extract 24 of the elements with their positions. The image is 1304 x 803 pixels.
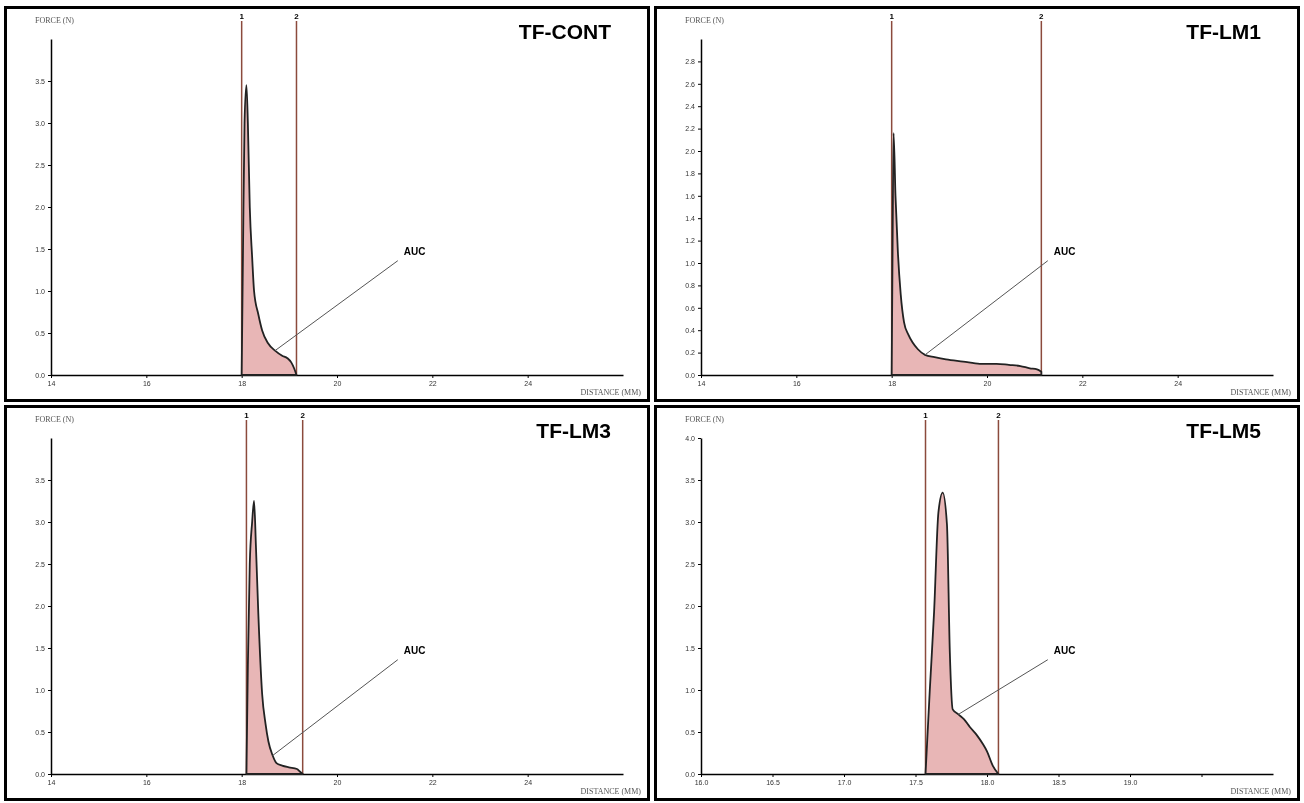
annotation: 2 bbox=[300, 411, 306, 420]
annotation: 1 bbox=[923, 411, 929, 420]
chart-title: TF-LM3 bbox=[536, 419, 611, 442]
chart-title: TF-CONT bbox=[518, 20, 612, 43]
annotation: AUC bbox=[403, 644, 426, 656]
x-axis-title: DISTANCE (MM) bbox=[580, 787, 642, 796]
chart-title: TF-LM1 bbox=[1186, 20, 1262, 43]
y-axis-title: FORCE (N) bbox=[35, 415, 75, 424]
annotation: 1 bbox=[244, 411, 250, 420]
annotation: 2 bbox=[996, 411, 1002, 420]
annotation: 2 bbox=[294, 12, 300, 21]
chart-title: TF-LM5 bbox=[1186, 419, 1262, 442]
x-axis-title: DISTANCE (MM) bbox=[1230, 787, 1292, 796]
y-axis-title: FORCE (N) bbox=[685, 16, 725, 25]
annotation: AUC bbox=[1053, 644, 1076, 656]
annotation: AUC bbox=[1053, 245, 1076, 257]
annotation: AUC bbox=[403, 245, 426, 257]
y-axis-title: FORCE (N) bbox=[35, 16, 75, 25]
y-axis-title: FORCE (N) bbox=[685, 415, 725, 424]
annotation: 1 bbox=[239, 12, 245, 21]
annotation: 1 bbox=[889, 12, 895, 21]
x-axis-title: DISTANCE (MM) bbox=[1230, 388, 1292, 397]
x-axis-title: DISTANCE (MM) bbox=[580, 388, 642, 397]
annotation: 2 bbox=[1039, 12, 1045, 21]
